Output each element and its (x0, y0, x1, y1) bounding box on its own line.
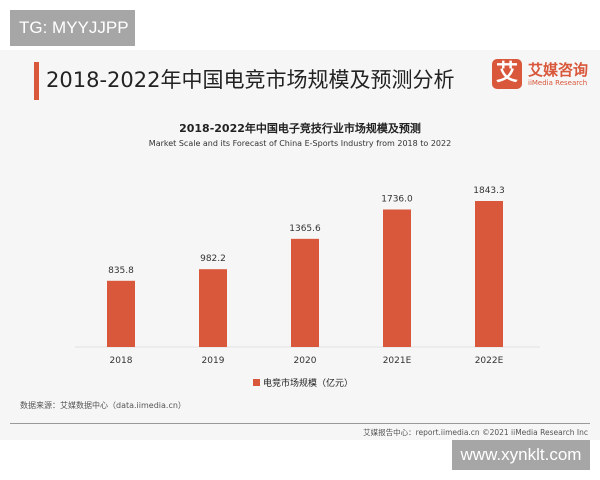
legend-label: 电竞市场规模（亿元） (263, 377, 353, 389)
logo-cn: 艾媒咨询 (528, 61, 589, 79)
logo-icon: 艾 (492, 59, 522, 89)
bar-2022E (475, 201, 503, 347)
value-label: 835.8 (108, 266, 134, 276)
value-label: 1843.3 (473, 186, 505, 196)
slide: 2018-2022年中国电竞市场规模及预测分析 艾 艾媒咨询 iiMedia R… (0, 50, 600, 440)
chart-title: 2018-2022年中国电子竞技行业市场规模及预测 (179, 122, 421, 135)
watermark-top: TG: MYYJJPP (10, 10, 135, 46)
x-tick-label: 2022E (475, 356, 504, 366)
chart-subtitle: Market Scale and its Forecast of China E… (148, 139, 452, 148)
bar-2020 (291, 238, 319, 347)
source-note: 数据来源：艾媒数据中心（data.iimedia.cn） (20, 401, 186, 410)
watermark-bottom: www.xynklt.com (452, 440, 590, 470)
x-tick-label: 2021E (383, 356, 412, 366)
value-label: 1365.6 (289, 224, 321, 234)
x-tick-label: 2020 (294, 356, 317, 366)
bar-2018 (107, 280, 135, 347)
logo-en: iiMedia Research (528, 79, 588, 87)
bar-2021E (383, 209, 411, 347)
value-label: 1736.0 (381, 194, 413, 204)
bar-2019 (199, 269, 227, 347)
divider (10, 423, 590, 424)
title-accent-bar (34, 62, 39, 100)
value-label: 982.2 (200, 254, 226, 264)
x-tick-label: 2019 (202, 356, 225, 366)
footer: 艾媒报告中心：report.iimedia.cn ©2021 iiMedia R… (363, 428, 588, 437)
chart: 835.8 2018 982.2 2019 1365.6 2020 1736.0 2021E 1… (75, 186, 540, 389)
legend-swatch (253, 379, 260, 386)
x-tick-label: 2018 (110, 356, 133, 366)
slide-title: 2018-2022年中国电竞市场规模及预测分析 (46, 68, 455, 92)
